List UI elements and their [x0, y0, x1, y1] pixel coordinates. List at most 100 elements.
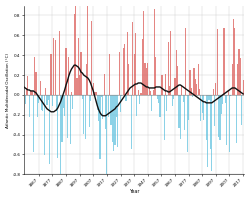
Bar: [148, 88, 150, 95]
Bar: [187, 95, 188, 152]
Bar: [29, 95, 30, 117]
Bar: [87, 4, 88, 95]
Bar: [200, 95, 202, 121]
Bar: [101, 95, 102, 97]
Bar: [174, 78, 176, 95]
Bar: [82, 95, 83, 99]
Bar: [113, 95, 114, 151]
Bar: [86, 64, 87, 95]
Bar: [218, 95, 219, 137]
Bar: [143, 11, 144, 95]
Bar: [102, 95, 104, 119]
Bar: [36, 72, 37, 95]
Bar: [108, 95, 109, 117]
Bar: [78, 38, 79, 95]
Bar: [97, 95, 98, 110]
Bar: [132, 22, 133, 95]
Bar: [56, 95, 57, 111]
Bar: [93, 83, 94, 95]
Bar: [151, 95, 152, 111]
Bar: [172, 95, 173, 106]
Bar: [199, 89, 200, 95]
Bar: [206, 95, 207, 140]
Bar: [184, 95, 185, 130]
Bar: [169, 86, 170, 95]
Bar: [136, 95, 138, 116]
Bar: [40, 81, 41, 95]
Bar: [242, 80, 244, 95]
Bar: [67, 95, 68, 138]
Bar: [63, 95, 64, 108]
Bar: [162, 75, 163, 95]
Bar: [79, 75, 80, 95]
Bar: [60, 95, 61, 179]
Bar: [176, 50, 177, 95]
Bar: [48, 95, 49, 100]
Bar: [88, 95, 90, 127]
Bar: [233, 19, 234, 95]
Bar: [124, 44, 125, 95]
Bar: [158, 95, 159, 103]
Bar: [70, 95, 71, 144]
Bar: [116, 95, 117, 117]
Bar: [147, 63, 148, 95]
Bar: [146, 68, 147, 95]
Bar: [23, 28, 24, 95]
Bar: [212, 89, 214, 95]
Bar: [234, 28, 235, 95]
Bar: [128, 64, 129, 95]
Bar: [222, 95, 223, 104]
Bar: [57, 95, 58, 158]
Bar: [117, 95, 118, 147]
Bar: [76, 78, 78, 95]
Bar: [121, 95, 122, 96]
Bar: [106, 95, 108, 179]
Bar: [168, 42, 169, 95]
Bar: [215, 83, 216, 95]
Bar: [229, 95, 230, 152]
Bar: [50, 54, 51, 95]
Bar: [217, 29, 218, 95]
Bar: [230, 95, 232, 96]
Bar: [211, 95, 212, 171]
Bar: [26, 88, 27, 95]
Bar: [207, 95, 208, 167]
Bar: [165, 74, 166, 95]
Bar: [75, 4, 76, 95]
Bar: [118, 52, 120, 95]
Y-axis label: Atlantic Multidecadal Oscillation (°C): Atlantic Multidecadal Oscillation (°C): [6, 52, 10, 128]
Bar: [142, 39, 143, 95]
Bar: [71, 92, 72, 95]
Bar: [236, 95, 237, 143]
Bar: [134, 54, 135, 95]
Bar: [125, 95, 126, 101]
Bar: [138, 90, 139, 95]
Bar: [94, 92, 95, 95]
Bar: [178, 95, 180, 128]
Bar: [194, 68, 195, 95]
Bar: [192, 95, 193, 97]
Bar: [120, 95, 121, 112]
Bar: [98, 95, 99, 121]
Bar: [150, 91, 151, 95]
Bar: [240, 58, 241, 95]
Bar: [110, 95, 112, 125]
Bar: [225, 95, 226, 103]
Bar: [195, 79, 196, 95]
Bar: [155, 57, 156, 95]
Bar: [52, 95, 53, 106]
Bar: [181, 85, 182, 95]
Bar: [38, 95, 39, 103]
Bar: [100, 95, 101, 159]
Bar: [170, 31, 172, 95]
Bar: [180, 95, 181, 139]
Bar: [135, 33, 136, 95]
Bar: [144, 63, 146, 95]
Bar: [210, 95, 211, 149]
Bar: [123, 48, 124, 95]
Bar: [177, 66, 178, 95]
Bar: [91, 21, 92, 95]
Bar: [84, 95, 86, 139]
Bar: [90, 95, 91, 101]
Bar: [203, 95, 204, 120]
